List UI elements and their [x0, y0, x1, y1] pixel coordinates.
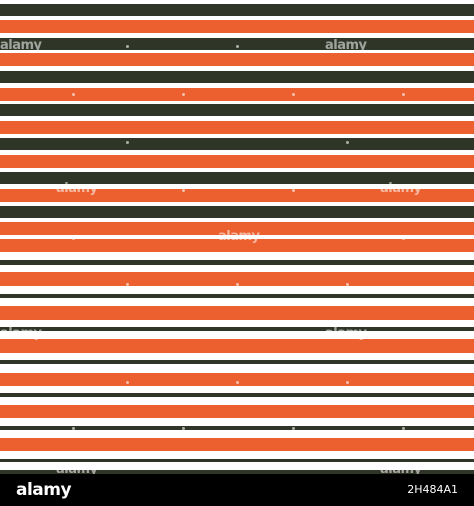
orange-stripe [0, 306, 474, 320]
watermark-text: alamy [0, 326, 42, 341]
watermark-dot [292, 427, 295, 430]
dark-stripe [0, 393, 474, 397]
dark-stripe [0, 104, 474, 116]
watermark-dot [346, 141, 349, 144]
dark-stripe [0, 459, 474, 462]
orange-stripe [0, 405, 474, 418]
watermark-text: alamy [380, 181, 422, 196]
watermark-dot [182, 427, 185, 430]
orange-stripe [0, 189, 474, 202]
watermark-dot [126, 141, 129, 144]
orange-stripe [0, 272, 474, 286]
watermark-text: alamy [218, 229, 260, 244]
orange-stripe [0, 155, 474, 168]
watermark-dot [126, 283, 129, 286]
dark-stripe [0, 38, 474, 50]
watermark-text: alamy [56, 462, 98, 474]
watermark-dot [182, 93, 185, 96]
dark-stripe [0, 71, 474, 83]
orange-stripe [0, 222, 474, 235]
watermark-dot [72, 331, 75, 334]
orange-stripe [0, 438, 474, 451]
watermark-dot [236, 283, 239, 286]
dark-stripe [0, 327, 474, 331]
watermark-dot [292, 93, 295, 96]
watermark-text: alamy [56, 181, 98, 196]
striped-pattern: alamy alamy alamy alamy alamy alamy alamy alamy… [0, 4, 474, 474]
watermark-dot [402, 93, 405, 96]
watermark-dot [292, 189, 295, 192]
dark-stripe [0, 4, 474, 16]
dark-stripe [0, 206, 474, 218]
orange-stripe [0, 239, 474, 252]
watermark-text: alamy [325, 38, 367, 53]
watermark-dot [236, 381, 239, 384]
orange-stripe [0, 339, 474, 353]
orange-stripe [0, 20, 474, 33]
dark-stripe [0, 426, 474, 430]
dark-stripe [0, 260, 474, 265]
dark-stripe [0, 470, 474, 474]
watermark-text: alamy [0, 38, 42, 53]
watermark-dot [402, 331, 405, 334]
stock-id: 2H484A1 [407, 483, 458, 496]
orange-stripe [0, 53, 474, 66]
footer-bar: alamy 2H484A1 [0, 474, 474, 506]
orange-stripe [0, 373, 474, 386]
dark-stripe [0, 172, 474, 184]
watermark-dot [346, 381, 349, 384]
watermark-dot [72, 237, 75, 240]
dark-stripe [0, 360, 474, 364]
watermark-dot [236, 45, 239, 48]
watermark-dot [126, 45, 129, 48]
dark-stripe [0, 138, 474, 150]
watermark-dot [182, 189, 185, 192]
watermark-dot [72, 427, 75, 430]
dark-stripe [0, 294, 474, 298]
watermark-text: alamy [325, 326, 367, 341]
watermark-dot [72, 93, 75, 96]
watermark-text: alamy [380, 462, 422, 474]
watermark-dot [346, 283, 349, 286]
watermark-dot [402, 427, 405, 430]
alamy-logo: alamy [16, 480, 72, 500]
orange-stripe [0, 121, 474, 134]
watermark-dot [126, 381, 129, 384]
orange-stripe [0, 88, 474, 101]
watermark-dot [402, 237, 405, 240]
